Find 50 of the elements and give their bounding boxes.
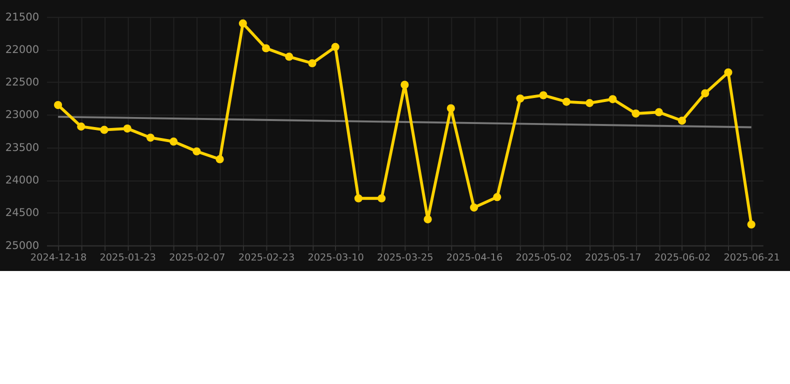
- y-tick-label: 24500: [5, 206, 40, 220]
- y-tick-label: 22500: [5, 76, 40, 89]
- x-tick-label: 2025-03-10: [308, 252, 364, 264]
- point: [747, 220, 756, 229]
- x-tick-label: 2025-03-25: [377, 252, 434, 264]
- point: [400, 80, 409, 89]
- point: [262, 44, 270, 52]
- point: [470, 203, 478, 212]
- point: [331, 42, 340, 51]
- point: [216, 155, 224, 164]
- x-tick-label: 2025-01-23: [100, 252, 156, 264]
- point: [77, 122, 86, 131]
- point: [446, 104, 455, 112]
- point: [54, 100, 62, 110]
- x-tick-label: 2025-02-07: [169, 252, 226, 264]
- y-tick-label: 25000: [5, 238, 40, 252]
- point: [354, 194, 363, 202]
- y-tick-label: 23000: [5, 108, 40, 122]
- point: [516, 94, 524, 103]
- y-tick-label: 21500: [5, 10, 40, 24]
- point: [493, 193, 502, 202]
- point: [123, 124, 132, 133]
- point: [308, 59, 316, 68]
- point: [632, 109, 640, 118]
- point: [586, 99, 594, 108]
- point: [170, 138, 178, 146]
- y-tick-label: 22000: [5, 42, 40, 56]
- point: [608, 95, 617, 104]
- point: [146, 134, 155, 142]
- point: [100, 126, 108, 134]
- x-tick-label: 2025-06-21: [724, 252, 780, 264]
- point: [378, 194, 386, 202]
- x-tick-label: 2025-05-17: [585, 252, 642, 264]
- x-tick-label: 2025-02-23: [238, 252, 295, 264]
- x-tick-label: 2024-12-18: [30, 252, 87, 264]
- point: [724, 68, 732, 76]
- point: [654, 108, 663, 116]
- point: [238, 19, 247, 28]
- x-tick-label: 2025-05-02: [516, 252, 572, 264]
- point: [285, 52, 294, 61]
- y-tick-label: 24000: [5, 173, 40, 186]
- point: [562, 98, 571, 106]
- point: [192, 147, 201, 156]
- y-tick-label: 23500: [5, 140, 40, 154]
- x-tick-label: 2025-06-02: [654, 252, 711, 264]
- point: [539, 91, 548, 100]
- point: [678, 116, 686, 125]
- point: [424, 215, 432, 224]
- point: [701, 89, 710, 98]
- x-tick-label: 2025-04-16: [446, 252, 503, 264]
